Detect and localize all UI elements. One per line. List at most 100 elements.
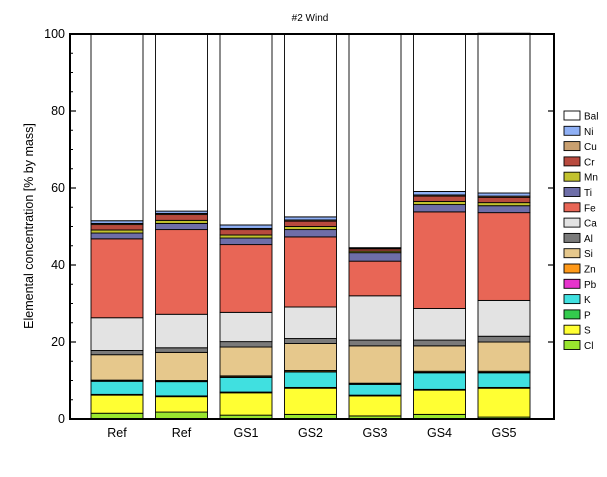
bar-segment-ni-4 <box>284 216 337 221</box>
y-axis: 0 20 40 60 80 100 <box>44 27 554 426</box>
bar-segment-si-7 <box>477 341 531 372</box>
bar-segment-ti-1 <box>90 232 144 240</box>
bar-segment-si-2 <box>155 351 208 381</box>
legend-label-ni: Ni <box>584 127 593 138</box>
bar-segment-mn-7 <box>477 202 531 207</box>
bar-segment-ca-7 <box>477 299 531 337</box>
bar-segment-bal-2 <box>155 33 208 212</box>
bar-segment-s-7 <box>477 387 531 418</box>
bar-segment-s-4 <box>284 387 337 415</box>
bar-segment-cr-7 <box>477 196 531 204</box>
bar-segment-al-2 <box>155 347 208 353</box>
bar-segment-bal-7 <box>477 32 531 194</box>
bar-segment-al-1 <box>90 350 144 356</box>
bar-segment-mn-4 <box>284 226 337 231</box>
bar-segment-ni-6 <box>413 191 466 196</box>
legend-swatch-s <box>563 324 581 335</box>
legend-label-s: S <box>584 326 591 337</box>
bar-segment-ca-2 <box>155 313 208 349</box>
legend-swatch-ni <box>563 125 581 136</box>
bar-segment-si-4 <box>284 343 337 371</box>
bar-segment-bal-1 <box>90 33 144 222</box>
bar-segment-ti-6 <box>413 204 466 213</box>
bar-segment-cr-2 <box>155 214 208 221</box>
chart-title: #2 Wind <box>292 13 329 24</box>
bar-segment-bal-5 <box>348 33 402 249</box>
bars-layer <box>90 32 531 420</box>
bar-segment-k-2 <box>155 381 208 397</box>
legend-swatch-cl <box>563 340 581 350</box>
bar-segment-al-7 <box>477 335 531 343</box>
bar-segment-fe-7 <box>477 212 531 301</box>
bar-segment-ni-3 <box>219 224 273 229</box>
bar-segment-al-3 <box>219 341 273 348</box>
legend-swatch-cr <box>563 156 581 167</box>
bar-segment-ca-6 <box>413 308 466 341</box>
bar-segment-fe-3 <box>219 244 273 313</box>
bar-segment-mn-2 <box>155 219 208 224</box>
bar-segment-fe-1 <box>90 238 144 319</box>
legend-label-cr: Cr <box>584 157 595 168</box>
legend-swatch-cu <box>563 141 581 152</box>
bar-segment-si-6 <box>413 345 466 372</box>
bar-segment-fe-2 <box>155 229 208 315</box>
bar-segment-s-6 <box>413 389 466 415</box>
legend: Bal Ni Cu Cr Mn Ti Fe Ca Al Si Zn Pb KPS Cl <box>563 110 598 352</box>
bar-segment-mn-6 <box>413 201 466 206</box>
bar-segment-k-7 <box>477 372 531 388</box>
bar-segment-k-4 <box>284 371 337 388</box>
legend-label-cl: Cl <box>584 341 593 352</box>
bar-segment-ti-3 <box>219 237 273 246</box>
y-axis-label: Elemental concentration [% by mass] <box>22 123 36 329</box>
legend-label-pb: Pb <box>584 280 597 291</box>
x-tick-label: GS2 <box>298 426 323 440</box>
bar-segment-al-6 <box>413 339 466 347</box>
legend-label-al: Al <box>584 234 593 245</box>
legend-swatch-fe <box>563 202 581 213</box>
y-tick-label: 60 <box>51 181 65 195</box>
bar-segment-si-3 <box>219 346 273 377</box>
x-tick-label: GS1 <box>233 426 258 440</box>
bar-segment-bal-6 <box>413 33 466 192</box>
bar-segment-al-5 <box>348 339 402 347</box>
legend-label-mn: Mn <box>584 173 598 184</box>
legend-label-bal: Bal <box>584 112 598 123</box>
bar-segment-al-4 <box>284 338 337 344</box>
legend-swatch-al <box>563 232 581 243</box>
y-tick-label: 100 <box>44 27 65 41</box>
legend-swatch-bal <box>563 110 581 121</box>
y-tick-label: 0 <box>58 412 65 426</box>
bar-segment-s-5 <box>348 395 402 417</box>
bar-segment-ni-7 <box>477 192 531 197</box>
bar-segment-s-2 <box>155 396 208 413</box>
legend-label-fe: Fe <box>584 203 596 214</box>
bar-segment-mn-3 <box>219 234 273 239</box>
y-tick-label: 40 <box>51 258 65 272</box>
legend-label-ca: Ca <box>584 219 597 230</box>
bar-segment-k-5 <box>348 383 402 396</box>
bar-segment-ti-5 <box>348 252 402 262</box>
legend-label-k: K <box>584 295 591 306</box>
legend-swatch-k <box>563 294 581 305</box>
bar-segment-cr-1 <box>90 224 144 231</box>
y-tick-label: 80 <box>51 104 65 118</box>
bar-segment-k-1 <box>90 380 144 395</box>
bar-segment-si-1 <box>90 354 144 381</box>
bar-segment-ca-1 <box>90 317 144 351</box>
legend-swatch-si <box>563 248 581 259</box>
bar-segment-ca-3 <box>219 311 273 343</box>
bar-segment-ca-5 <box>348 295 402 341</box>
bar-segment-fe-5 <box>348 260 402 297</box>
bar-segment-mn-1 <box>90 229 144 234</box>
bar-segment-cr-4 <box>284 220 337 227</box>
bar-segment-k-3 <box>219 376 273 393</box>
bar-segment-ti-2 <box>155 222 208 231</box>
bar-segment-cl-2 <box>155 411 208 420</box>
y-tick-label: 20 <box>51 335 65 349</box>
legend-swatch-p <box>563 309 581 320</box>
bar-segment-ti-7 <box>477 205 531 214</box>
bar-segment-ca-4 <box>284 306 337 339</box>
legend-swatch-pb <box>563 278 581 289</box>
bar-segment-fe-4 <box>284 236 337 308</box>
bar-segment-s-1 <box>90 394 144 414</box>
